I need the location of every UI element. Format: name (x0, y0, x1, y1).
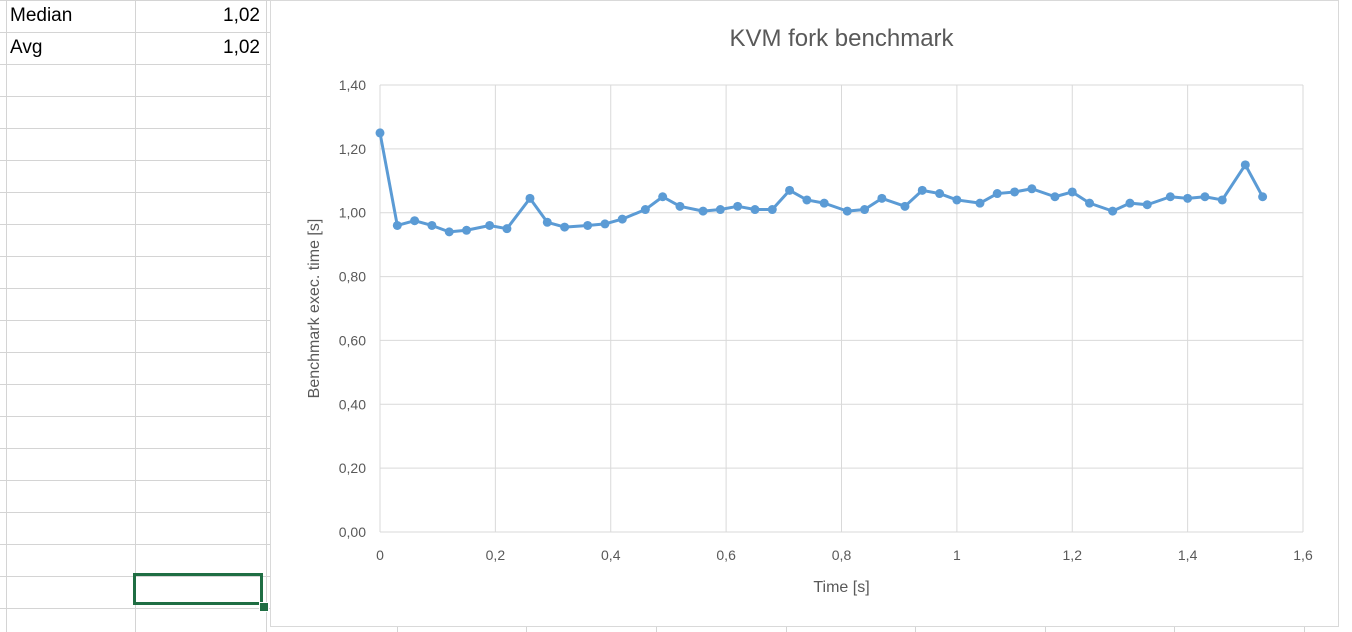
data-point (1108, 206, 1118, 216)
data-point (842, 206, 852, 216)
x-tick-label: 0 (376, 547, 384, 563)
y-tick-label: 1,00 (339, 205, 366, 221)
median-label-cell[interactable]: Median (10, 5, 73, 26)
data-point (900, 201, 910, 211)
avg-value-cell[interactable]: 1,02 (223, 37, 260, 58)
data-point (1258, 192, 1268, 202)
data-point (560, 222, 570, 232)
data-point (802, 195, 812, 205)
data-point (542, 217, 552, 227)
data-point (975, 198, 985, 208)
data-point (427, 220, 437, 230)
data-point (992, 189, 1002, 199)
chart-area[interactable]: KVM fork benchmark 0,00 0,20 0,40 0,60 0,80 1,… (270, 0, 1339, 627)
data-point (485, 220, 495, 230)
data-point (1142, 200, 1152, 210)
data-point (1050, 192, 1060, 202)
y-tick-label: 0,20 (339, 460, 366, 476)
data-point (583, 220, 593, 230)
data-point (877, 193, 887, 203)
data-point (1183, 193, 1193, 203)
x-tick-label: 0,8 (832, 547, 852, 563)
data-point (785, 185, 795, 195)
data-point (617, 214, 627, 224)
data-point (917, 185, 927, 195)
y-tick-label: 1,20 (339, 141, 366, 157)
data-point (715, 205, 725, 215)
series-line (378, 132, 1264, 234)
data-point (1027, 184, 1037, 194)
data-point (1125, 198, 1135, 208)
data-point (1165, 192, 1175, 202)
data-point (750, 205, 760, 215)
data-point (462, 225, 472, 235)
data-point (1010, 187, 1020, 197)
chart-title: KVM fork benchmark (729, 25, 954, 52)
x-tick-label: 0,2 (486, 547, 506, 563)
data-point (1200, 192, 1210, 202)
data-point (1067, 187, 1077, 197)
median-value-cell[interactable]: 1,02 (223, 5, 260, 26)
y-tick-label: 0,00 (339, 524, 366, 540)
x-tick-label: 0,6 (716, 547, 736, 563)
data-point (1217, 195, 1227, 205)
y-tick-label: 0,80 (339, 269, 366, 285)
y-tick-label: 0,60 (339, 332, 366, 348)
fill-handle[interactable] (259, 602, 269, 612)
data-point (675, 201, 685, 211)
line-chart: KVM fork benchmark0,000,200,400,600,801,… (306, 25, 1313, 596)
data-point (658, 192, 668, 202)
selected-cell[interactable] (133, 573, 263, 605)
x-tick-label: 1,2 (1063, 547, 1083, 563)
x-tick-label: 1,6 (1293, 547, 1313, 563)
data-point (525, 193, 535, 203)
x-tick-label: 0,4 (601, 547, 621, 563)
data-point (502, 224, 512, 234)
data-point (733, 201, 743, 211)
x-tick-label: 1 (953, 547, 961, 563)
y-axis-label: Benchmark exec. time [s] (306, 219, 323, 399)
avg-label-cell[interactable]: Avg (10, 37, 43, 58)
data-point (444, 227, 454, 237)
x-tick-label: 1,4 (1178, 547, 1198, 563)
data-point (698, 206, 708, 216)
data-point (767, 205, 777, 215)
y-tick-label: 0,40 (339, 396, 366, 412)
x-axis-label: Time [s] (813, 579, 869, 596)
data-point (640, 205, 650, 215)
data-point (952, 195, 962, 205)
y-tick-label: 1,40 (339, 77, 366, 93)
data-point (410, 216, 420, 226)
data-point (1085, 198, 1095, 208)
data-point (860, 205, 870, 215)
data-point (392, 220, 402, 230)
data-point (935, 189, 945, 199)
data-point (1240, 160, 1250, 170)
data-point (375, 128, 385, 138)
data-point (600, 219, 610, 229)
data-point (819, 198, 829, 208)
